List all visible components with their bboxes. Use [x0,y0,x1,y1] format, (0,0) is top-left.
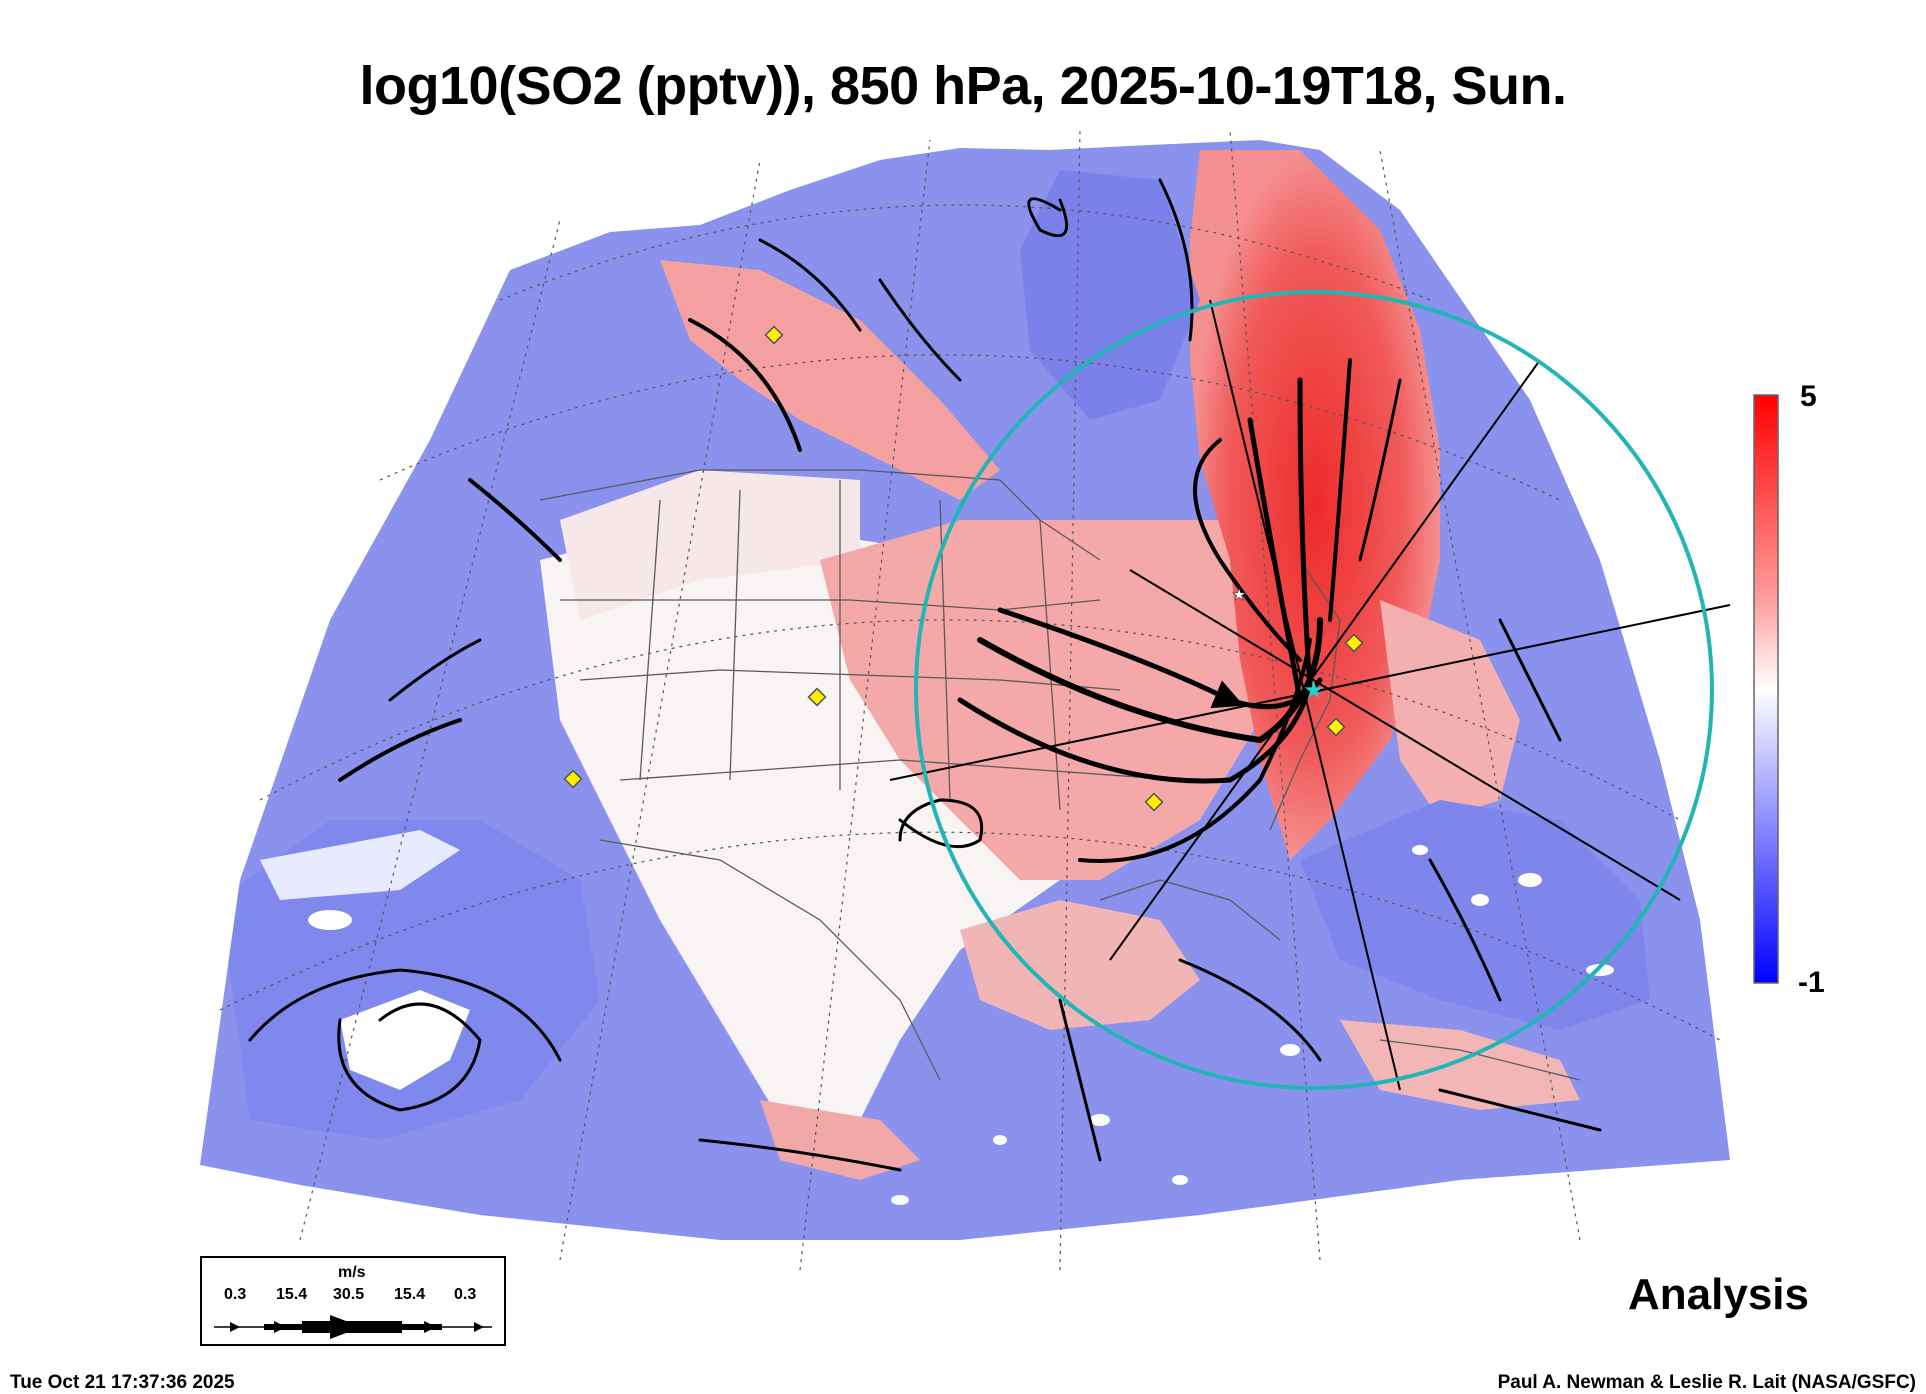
streamline [957,677,1313,784]
yellow-diamond-marker[interactable] [1344,633,1364,653]
so2-field [200,129,1731,1271]
credit-line: Paul A. Newman & Leslie R. Lait (NASA/GS… [1497,1372,1916,1393]
streamline [1328,358,1352,622]
streamline [898,798,983,849]
streamline [1428,858,1502,1002]
streamline [1193,438,1302,662]
mexico-plume [760,1100,920,1180]
streamline [878,278,962,382]
streamline [1498,618,1562,742]
colorbar-min-label: -1 [1798,966,1825,999]
pacific-low [220,820,600,1140]
political-boundaries [539,469,1581,1081]
pacific-cloud-2 [260,830,460,900]
streamline [468,478,562,562]
pacific-cloud [340,990,470,1090]
streamline [1247,417,1303,703]
streamline [1027,197,1069,238]
streamline [337,1002,482,1112]
colorbar [1753,394,1779,984]
streamline [1438,1088,1602,1132]
yellow-diamond-marker[interactable] [1326,717,1346,737]
streamline [1178,958,1322,1062]
streamline [758,238,862,332]
streamline [248,968,562,1062]
streamline [1297,377,1313,693]
streamline [388,638,482,702]
central-plume [820,520,1300,880]
atlantic-low [1300,800,1650,1030]
western-us-area [560,470,860,620]
streamline [688,318,802,452]
cyan-star-marker[interactable]: ★ [1303,676,1325,704]
cross-section-lines [889,299,1731,1091]
yellow-diamond-marker[interactable] [764,325,784,345]
streamline [1158,178,1194,342]
streamline [977,617,1323,744]
streamline [1358,378,1402,562]
site-markers [563,325,1364,812]
legend-speed-2: 15.4 [276,1286,308,1303]
streamline [338,718,462,782]
influence-ring [914,290,1714,1090]
scattered-patches [308,845,1614,1205]
streamline [1078,638,1312,863]
graticule [219,129,1721,1271]
legend-speed-5: 0.3 [454,1286,477,1303]
streamline [698,1138,902,1172]
timestamp: Tue Oct 21 17:37:36 2025 [10,1372,235,1393]
legend-unit: m/s [338,1264,366,1281]
white-star-marker[interactable]: ★ [1232,585,1247,605]
wind-streamlines [248,178,1602,1172]
gulf-plume [960,900,1200,1030]
chart-title: log10(SO2 (pptv)), 850 hPa, 2025-10-19T1… [359,56,1567,116]
colorbar-max-label: 5 [1800,380,1817,413]
legend-speed-3: 30.5 [333,1286,365,1303]
legend-speed-1: 0.3 [224,1286,247,1303]
yellow-diamond-marker[interactable] [563,769,583,789]
legend-arrow-bar [214,1315,492,1339]
yellow-diamond-marker[interactable] [1144,792,1164,812]
atlantic-plume [1380,600,1520,820]
analysis-label: Analysis [1628,1270,1809,1319]
canada-plume [660,260,1000,500]
wind-speed-legend: m/s 0.3 15.4 30.5 15.4 0.3 [200,1256,506,1346]
yellow-diamond-marker[interactable] [807,687,827,707]
legend-speed-4: 15.4 [394,1286,426,1303]
streamline [1058,998,1102,1162]
northeast-red-core [1190,150,1440,860]
